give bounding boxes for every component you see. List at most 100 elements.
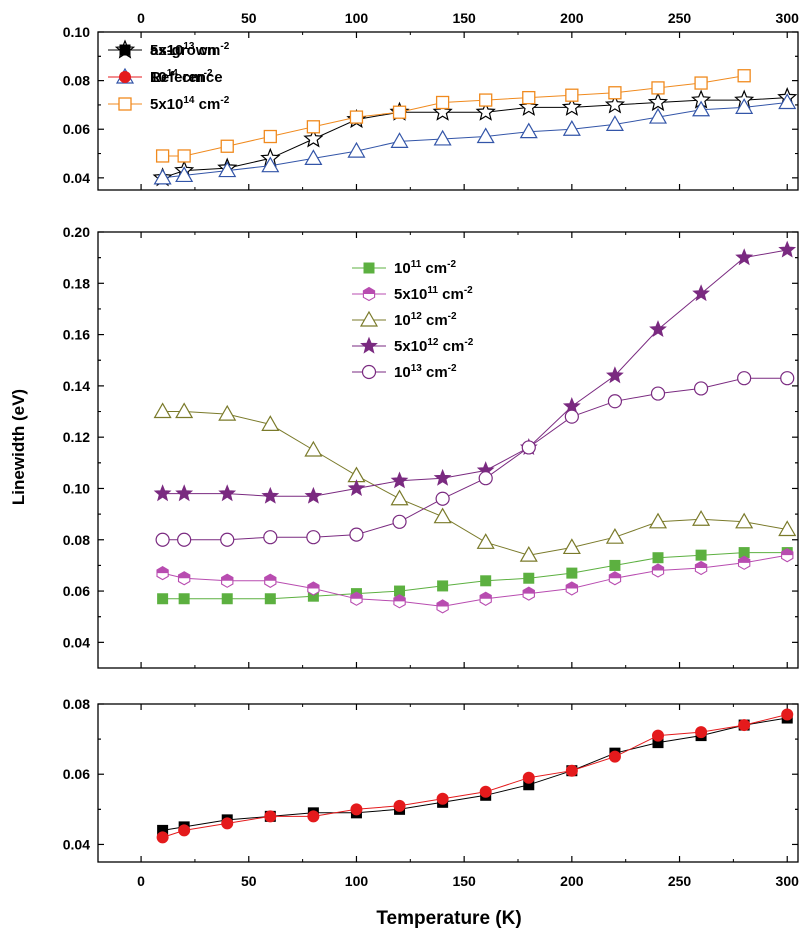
data-point-fill <box>437 599 449 607</box>
data-point <box>347 141 366 158</box>
plot-frame <box>97 31 799 191</box>
x-tick-label: 50 <box>241 10 257 26</box>
panel-top: 0 50 100 150 200 250 300 0.04 0.06 0.08 0.10 5x1013… <box>63 10 799 191</box>
legend-marker <box>118 97 132 111</box>
data-point <box>153 168 172 185</box>
data-point <box>649 320 667 337</box>
data-point-fill <box>393 594 406 602</box>
data-point <box>693 381 709 396</box>
legend-label: 5x1011 cm-2 <box>394 285 473 303</box>
data-point <box>479 93 493 107</box>
data-point <box>220 532 235 547</box>
data-point <box>480 575 492 587</box>
data-point <box>393 594 406 609</box>
data-point <box>518 96 539 116</box>
data-point <box>566 567 578 579</box>
data-point <box>175 484 194 502</box>
panel-bottom: 0 50 100 150 200 250 300 0.04 0.06 0.08 as-grown Re… <box>63 42 799 889</box>
data-point <box>264 573 277 588</box>
data-point <box>307 581 320 596</box>
data-point <box>648 107 668 124</box>
y-tick-label: 0.16 <box>63 327 90 343</box>
data-point <box>304 440 323 457</box>
legend-marker <box>119 44 131 56</box>
chart-panels: 0 50 100 150 200 250 300 0.04 0.06 0.08 0.10 5x1013… <box>63 10 799 889</box>
data-point-fill <box>609 571 621 579</box>
data-point-fill <box>307 581 319 589</box>
legend-marker <box>363 262 375 274</box>
y-tick-label: 0.08 <box>63 532 90 548</box>
data-point-fill <box>178 571 190 579</box>
data-point <box>695 549 707 561</box>
data-point <box>436 599 449 614</box>
data-point <box>519 122 538 139</box>
data-point-fill <box>523 587 535 594</box>
data-point <box>565 764 578 777</box>
data-point <box>390 489 409 506</box>
series-top-2 <box>155 69 751 163</box>
y-tick-label: 0.14 <box>63 378 90 394</box>
data-point <box>350 591 363 606</box>
x-tick-label: 150 <box>452 10 476 26</box>
legend-label: 5x1012 cm-2 <box>394 337 474 355</box>
x-tick-label: 100 <box>345 10 369 26</box>
x-tick-label: 300 <box>776 873 799 889</box>
y-tick-label: 0.06 <box>63 583 90 599</box>
data-point <box>737 69 751 83</box>
series-middle-0 <box>157 547 793 605</box>
x-tick-label: 200 <box>560 10 584 26</box>
data-point <box>651 563 665 578</box>
data-point <box>349 527 364 542</box>
data-point <box>652 729 664 742</box>
data-point <box>648 512 668 529</box>
data-point <box>562 120 581 136</box>
y-tick-label: 0.04 <box>63 836 90 852</box>
legend-middle: 1011 cm-2 5x1011 cm-2 1012 cm-2 5x1012 cm-2… <box>352 259 474 381</box>
data-point <box>304 149 323 165</box>
data-point <box>609 559 621 571</box>
data-point <box>522 90 536 105</box>
data-point-fill <box>157 566 169 574</box>
data-point <box>349 110 364 124</box>
data-point <box>220 139 234 153</box>
data-point <box>435 491 450 506</box>
legend-label: 5x1014 cm-2 <box>150 95 230 113</box>
data-point-fill <box>350 592 363 599</box>
data-point <box>263 530 278 545</box>
series-line <box>162 102 788 179</box>
y-tick-label: 0.12 <box>63 429 90 445</box>
legend-label: 1013 cm-2 <box>394 363 457 381</box>
data-point <box>175 402 194 419</box>
y-tick-label: 0.10 <box>63 24 90 40</box>
data-point <box>178 824 191 837</box>
data-point <box>781 708 794 721</box>
data-point <box>261 156 280 173</box>
data-point-fill <box>781 548 793 556</box>
data-point <box>303 128 324 148</box>
series-line <box>162 554 788 607</box>
data-point-fill <box>652 564 664 571</box>
data-point <box>435 95 450 110</box>
data-point <box>304 486 323 504</box>
data-point <box>263 129 277 144</box>
data-point <box>390 471 409 489</box>
data-point <box>692 510 711 526</box>
data-point <box>695 726 708 739</box>
data-point <box>737 555 751 570</box>
legend-label: 1014 cm-2 <box>150 68 213 86</box>
data-point <box>781 548 794 563</box>
legend-marker-fill <box>363 287 375 294</box>
data-point <box>778 93 797 110</box>
data-point <box>307 810 320 823</box>
data-point <box>392 514 407 529</box>
data-point <box>652 552 664 564</box>
series-line <box>162 377 788 541</box>
data-point <box>155 149 170 163</box>
x-tick-label: 0 <box>137 873 145 889</box>
series-line <box>162 97 788 179</box>
data-point <box>605 527 624 544</box>
data-point <box>737 371 752 386</box>
data-point <box>738 719 751 732</box>
data-point <box>433 507 452 524</box>
data-point <box>522 586 535 601</box>
